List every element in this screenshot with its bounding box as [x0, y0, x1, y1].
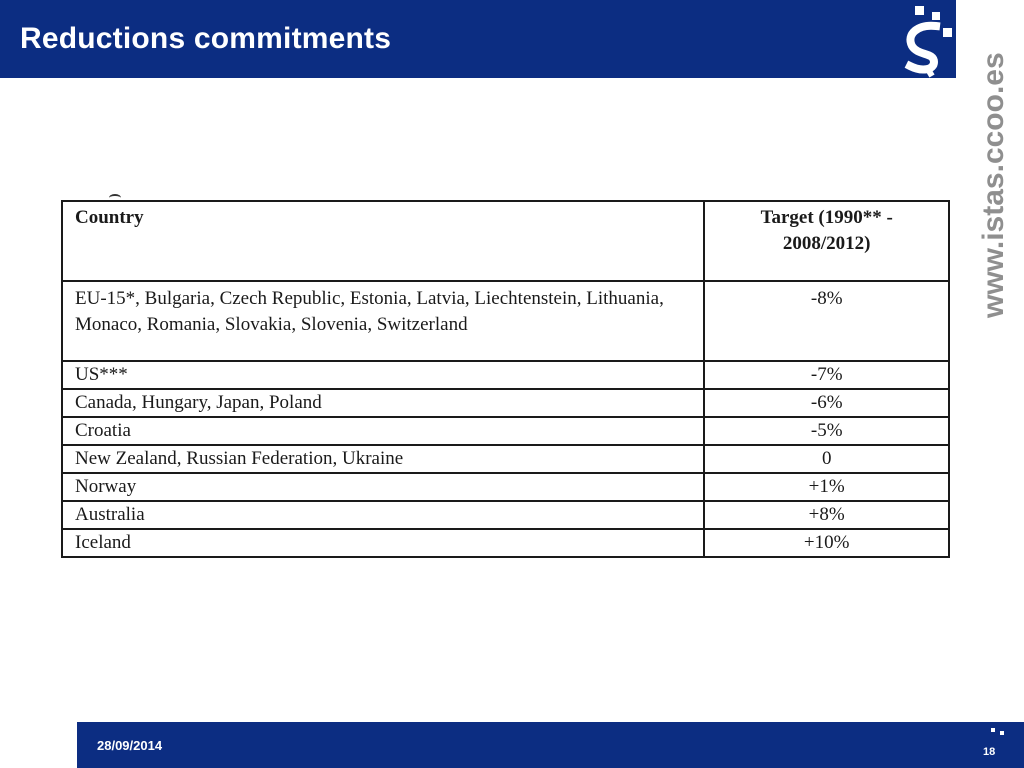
table-row: EU-15*, Bulgaria, Czech Republic, Estoni…	[60, 280, 950, 362]
table-row: New Zealand, Russian Federation, Ukraine…	[60, 444, 950, 474]
cell-target: +10%	[703, 528, 950, 558]
reduction-targets-table: Country Target (1990** - 2008/2012) EU-1…	[60, 200, 950, 558]
small-logo-icon	[991, 728, 1004, 735]
cell-target: 0	[703, 444, 950, 474]
table-row: Croatia -5%	[60, 416, 950, 446]
cell-target: -5%	[703, 416, 950, 446]
slide-title: Reductions commitments	[20, 22, 392, 55]
istas-logo-icon	[904, 6, 952, 78]
cell-country: EU-15*, Bulgaria, Czech Republic, Estoni…	[60, 280, 706, 362]
cell-country: Canada, Hungary, Japan, Poland	[60, 388, 706, 418]
cell-country: US***	[60, 360, 706, 390]
table-header-row: Country Target (1990** - 2008/2012)	[60, 200, 950, 282]
cell-target: -8%	[703, 280, 950, 362]
cell-country: Australia	[60, 500, 706, 530]
header-target: Target (1990** - 2008/2012)	[703, 200, 950, 282]
cell-target: +8%	[703, 500, 950, 530]
stray-mark	[109, 194, 121, 202]
header-bar: Reductions commitments	[0, 0, 956, 78]
cell-country: Croatia	[60, 416, 706, 446]
cell-target: -6%	[703, 388, 950, 418]
cell-country: New Zealand, Russian Federation, Ukraine	[60, 444, 706, 474]
table-row: Australia +8%	[60, 500, 950, 530]
header-country: Country	[60, 200, 706, 282]
footer-bar: 28/09/2014 18	[77, 722, 1024, 768]
cell-country: Norway	[60, 472, 706, 502]
cell-target: -7%	[703, 360, 950, 390]
table-row: Iceland +10%	[60, 528, 950, 558]
table-row: Canada, Hungary, Japan, Poland -6%	[60, 388, 950, 418]
cell-target: +1%	[703, 472, 950, 502]
cell-country: Iceland	[60, 528, 706, 558]
table-row: US*** -7%	[60, 360, 950, 390]
page-number: 18	[983, 746, 996, 758]
website-url: www.istas.ccoo.es	[977, 52, 1010, 318]
footer-date: 28/09/2014	[97, 738, 163, 753]
table-row: Norway +1%	[60, 472, 950, 502]
